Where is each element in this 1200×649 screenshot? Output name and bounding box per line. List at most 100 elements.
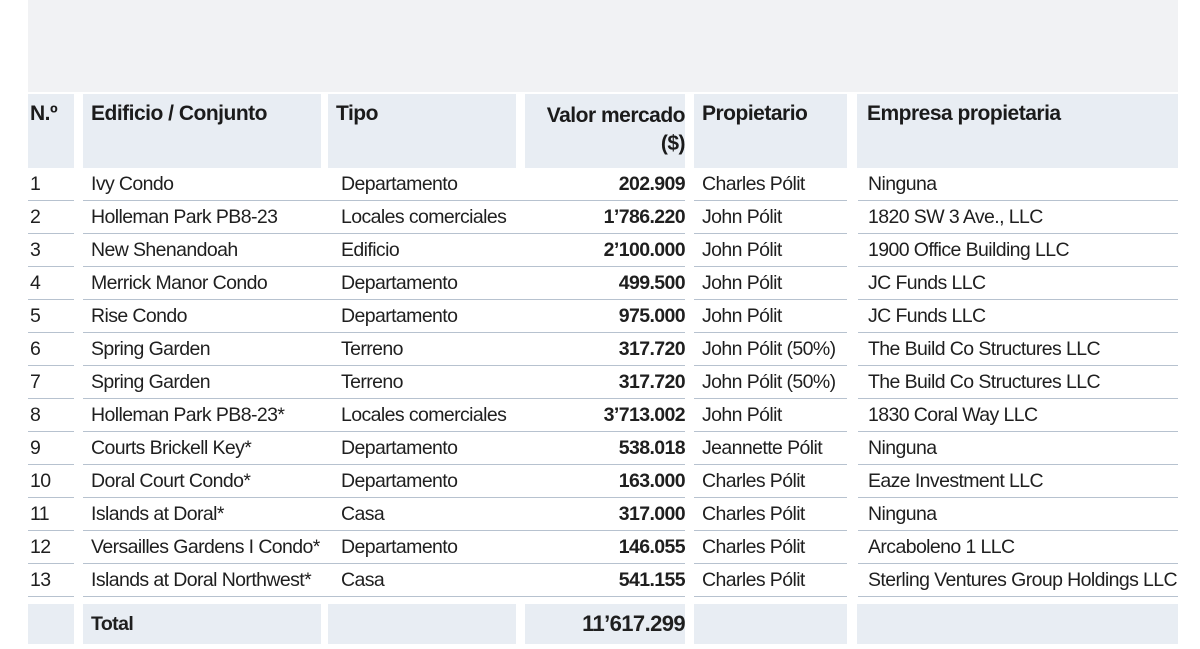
table-row: 1 Ivy Condo Departamento 202.909 Charles Pól… xyxy=(28,168,1178,201)
row-type: Casa xyxy=(333,498,546,531)
row-owner: John Pólit (50%) xyxy=(694,366,847,399)
row-company: 1900 Office Building LLC xyxy=(858,234,1178,267)
row-building: Courts Brickell Key* xyxy=(83,432,347,465)
table-row: 11 Islands at Doral* Casa 317.000 Charles Pó… xyxy=(28,498,1178,531)
row-num: 10 xyxy=(28,465,74,498)
row-company: JC Funds LLC xyxy=(858,267,1178,300)
table-body: 1 Ivy Condo Departamento 202.909 Charles Pól… xyxy=(28,168,1178,597)
row-owner: John Pólit xyxy=(694,399,847,432)
row-type: Terreno xyxy=(333,366,546,399)
row-value: 202.909 xyxy=(525,168,686,201)
row-company: Ninguna xyxy=(858,432,1178,465)
row-owner: John Pólit xyxy=(694,234,847,267)
row-value: 1’786.220 xyxy=(525,201,686,234)
row-num: 6 xyxy=(28,333,74,366)
row-owner: Charles Pólit xyxy=(694,531,847,564)
row-value: 317.000 xyxy=(525,498,686,531)
header-value: Valor mercado ($) xyxy=(525,94,686,168)
table-row: 2 Holleman Park PB8-23 Locales comerciales… xyxy=(28,201,1178,234)
row-owner: John Pólit xyxy=(694,201,847,234)
total-owner-cell xyxy=(694,604,847,644)
row-num: 1 xyxy=(28,168,74,201)
row-company: 1830 Coral Way LLC xyxy=(858,399,1178,432)
table-row: 5 Rise Condo Departamento 975.000 John Pólit… xyxy=(28,300,1178,333)
row-company: JC Funds LLC xyxy=(858,300,1178,333)
row-building: Merrick Manor Condo xyxy=(83,267,347,300)
row-company: Ninguna xyxy=(858,168,1178,201)
row-num: 9 xyxy=(28,432,74,465)
row-company: Arcaboleno 1 LLC xyxy=(858,531,1178,564)
row-type: Locales comerciales xyxy=(333,201,546,234)
header-num: N.º xyxy=(28,94,74,168)
total-value: 11’617.299 xyxy=(525,604,686,644)
row-num: 13 xyxy=(28,564,74,597)
row-value: 163.000 xyxy=(525,465,686,498)
row-company: 1820 SW 3 Ave., LLC xyxy=(858,201,1178,234)
total-label: Total xyxy=(83,604,321,644)
header-type: Tipo xyxy=(328,94,516,168)
table-row: 13 Islands at Doral Northwest* Casa 541.155… xyxy=(28,564,1178,597)
row-owner: Charles Pólit xyxy=(694,465,847,498)
row-value: 146.055 xyxy=(525,531,686,564)
row-building: Islands at Doral Northwest* xyxy=(83,564,347,597)
row-owner: Jeannette Pólit xyxy=(694,432,847,465)
row-owner: John Pólit xyxy=(694,300,847,333)
row-num: 8 xyxy=(28,399,74,432)
header-value-text: Valor mercado ($) xyxy=(546,104,686,155)
row-num: 12 xyxy=(28,531,74,564)
row-company: Sterling Ventures Group Holdings LLC xyxy=(858,564,1178,597)
row-company: The Build Co Structures LLC xyxy=(858,366,1178,399)
properties-table: N.º Edificio / Conjunto Tipo Valor merca… xyxy=(28,94,1178,644)
row-building: Rise Condo xyxy=(83,300,347,333)
row-building: Holleman Park PB8-23 xyxy=(83,201,347,234)
total-company-cell xyxy=(857,604,1178,644)
row-type: Casa xyxy=(333,564,546,597)
row-building: New Shenandoah xyxy=(83,234,347,267)
row-type: Edificio xyxy=(333,234,546,267)
row-building: Doral Court Condo* xyxy=(83,465,347,498)
row-owner: Charles Pólit xyxy=(694,564,847,597)
row-building: Islands at Doral* xyxy=(83,498,347,531)
row-type: Departamento xyxy=(333,168,546,201)
row-building: Spring Garden xyxy=(83,333,347,366)
row-value: 538.018 xyxy=(525,432,686,465)
row-value: 975.000 xyxy=(525,300,686,333)
row-type: Locales comerciales xyxy=(333,399,546,432)
row-type: Departamento xyxy=(333,267,546,300)
row-building: Holleman Park PB8-23* xyxy=(83,399,347,432)
table-row: 4 Merrick Manor Condo Departamento 499.500 J… xyxy=(28,267,1178,300)
row-building: Spring Garden xyxy=(83,366,347,399)
row-num: 5 xyxy=(28,300,74,333)
row-building: Versailles Gardens I Condo* xyxy=(83,531,347,564)
table-total-row: Total 11’617.299 xyxy=(28,604,1178,644)
table-row: 10 Doral Court Condo* Departamento 163.000 C… xyxy=(28,465,1178,498)
row-value: 499.500 xyxy=(525,267,686,300)
total-num-cell xyxy=(28,604,74,644)
top-banner-area xyxy=(28,0,1178,92)
row-owner: Charles Pólit xyxy=(694,168,847,201)
header-owner: Propietario xyxy=(694,94,847,168)
row-building: Ivy Condo xyxy=(83,168,347,201)
table-row: 12 Versailles Gardens I Condo* Departament… xyxy=(28,531,1178,564)
row-num: 2 xyxy=(28,201,74,234)
header-company: Empresa propietaria xyxy=(857,94,1178,168)
row-num: 11 xyxy=(28,498,74,531)
row-owner: John Pólit (50%) xyxy=(694,333,847,366)
row-owner: Charles Pólit xyxy=(694,498,847,531)
row-owner: John Pólit xyxy=(694,267,847,300)
table-row: 6 Spring Garden Terreno 317.720 John Pólit (… xyxy=(28,333,1178,366)
row-value: 541.155 xyxy=(525,564,686,597)
row-num: 3 xyxy=(28,234,74,267)
row-value: 3’713.002 xyxy=(525,399,686,432)
table-row: 8 Holleman Park PB8-23* Locales comerciale… xyxy=(28,399,1178,432)
header-building: Edificio / Conjunto xyxy=(83,94,321,168)
table-row: 9 Courts Brickell Key* Departamento 538.018… xyxy=(28,432,1178,465)
row-num: 7 xyxy=(28,366,74,399)
table-row: 7 Spring Garden Terreno 317.720 John Pólit (… xyxy=(28,366,1178,399)
row-type: Departamento xyxy=(333,432,546,465)
row-company: Eaze Investment LLC xyxy=(858,465,1178,498)
row-value: 317.720 xyxy=(525,333,686,366)
table-header-row: N.º Edificio / Conjunto Tipo Valor merca… xyxy=(28,94,1178,168)
row-company: Ninguna xyxy=(858,498,1178,531)
row-num: 4 xyxy=(28,267,74,300)
